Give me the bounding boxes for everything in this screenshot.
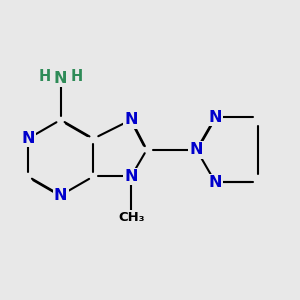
Text: N: N bbox=[190, 142, 203, 157]
Text: N: N bbox=[54, 71, 68, 86]
Text: N: N bbox=[124, 112, 138, 127]
Text: N: N bbox=[208, 110, 222, 124]
Text: H: H bbox=[39, 69, 51, 84]
Text: N: N bbox=[54, 188, 68, 203]
Text: H: H bbox=[70, 69, 83, 84]
Text: N: N bbox=[208, 175, 222, 190]
Text: N: N bbox=[124, 169, 138, 184]
Text: N: N bbox=[21, 131, 35, 146]
Text: CH₃: CH₃ bbox=[118, 212, 144, 224]
